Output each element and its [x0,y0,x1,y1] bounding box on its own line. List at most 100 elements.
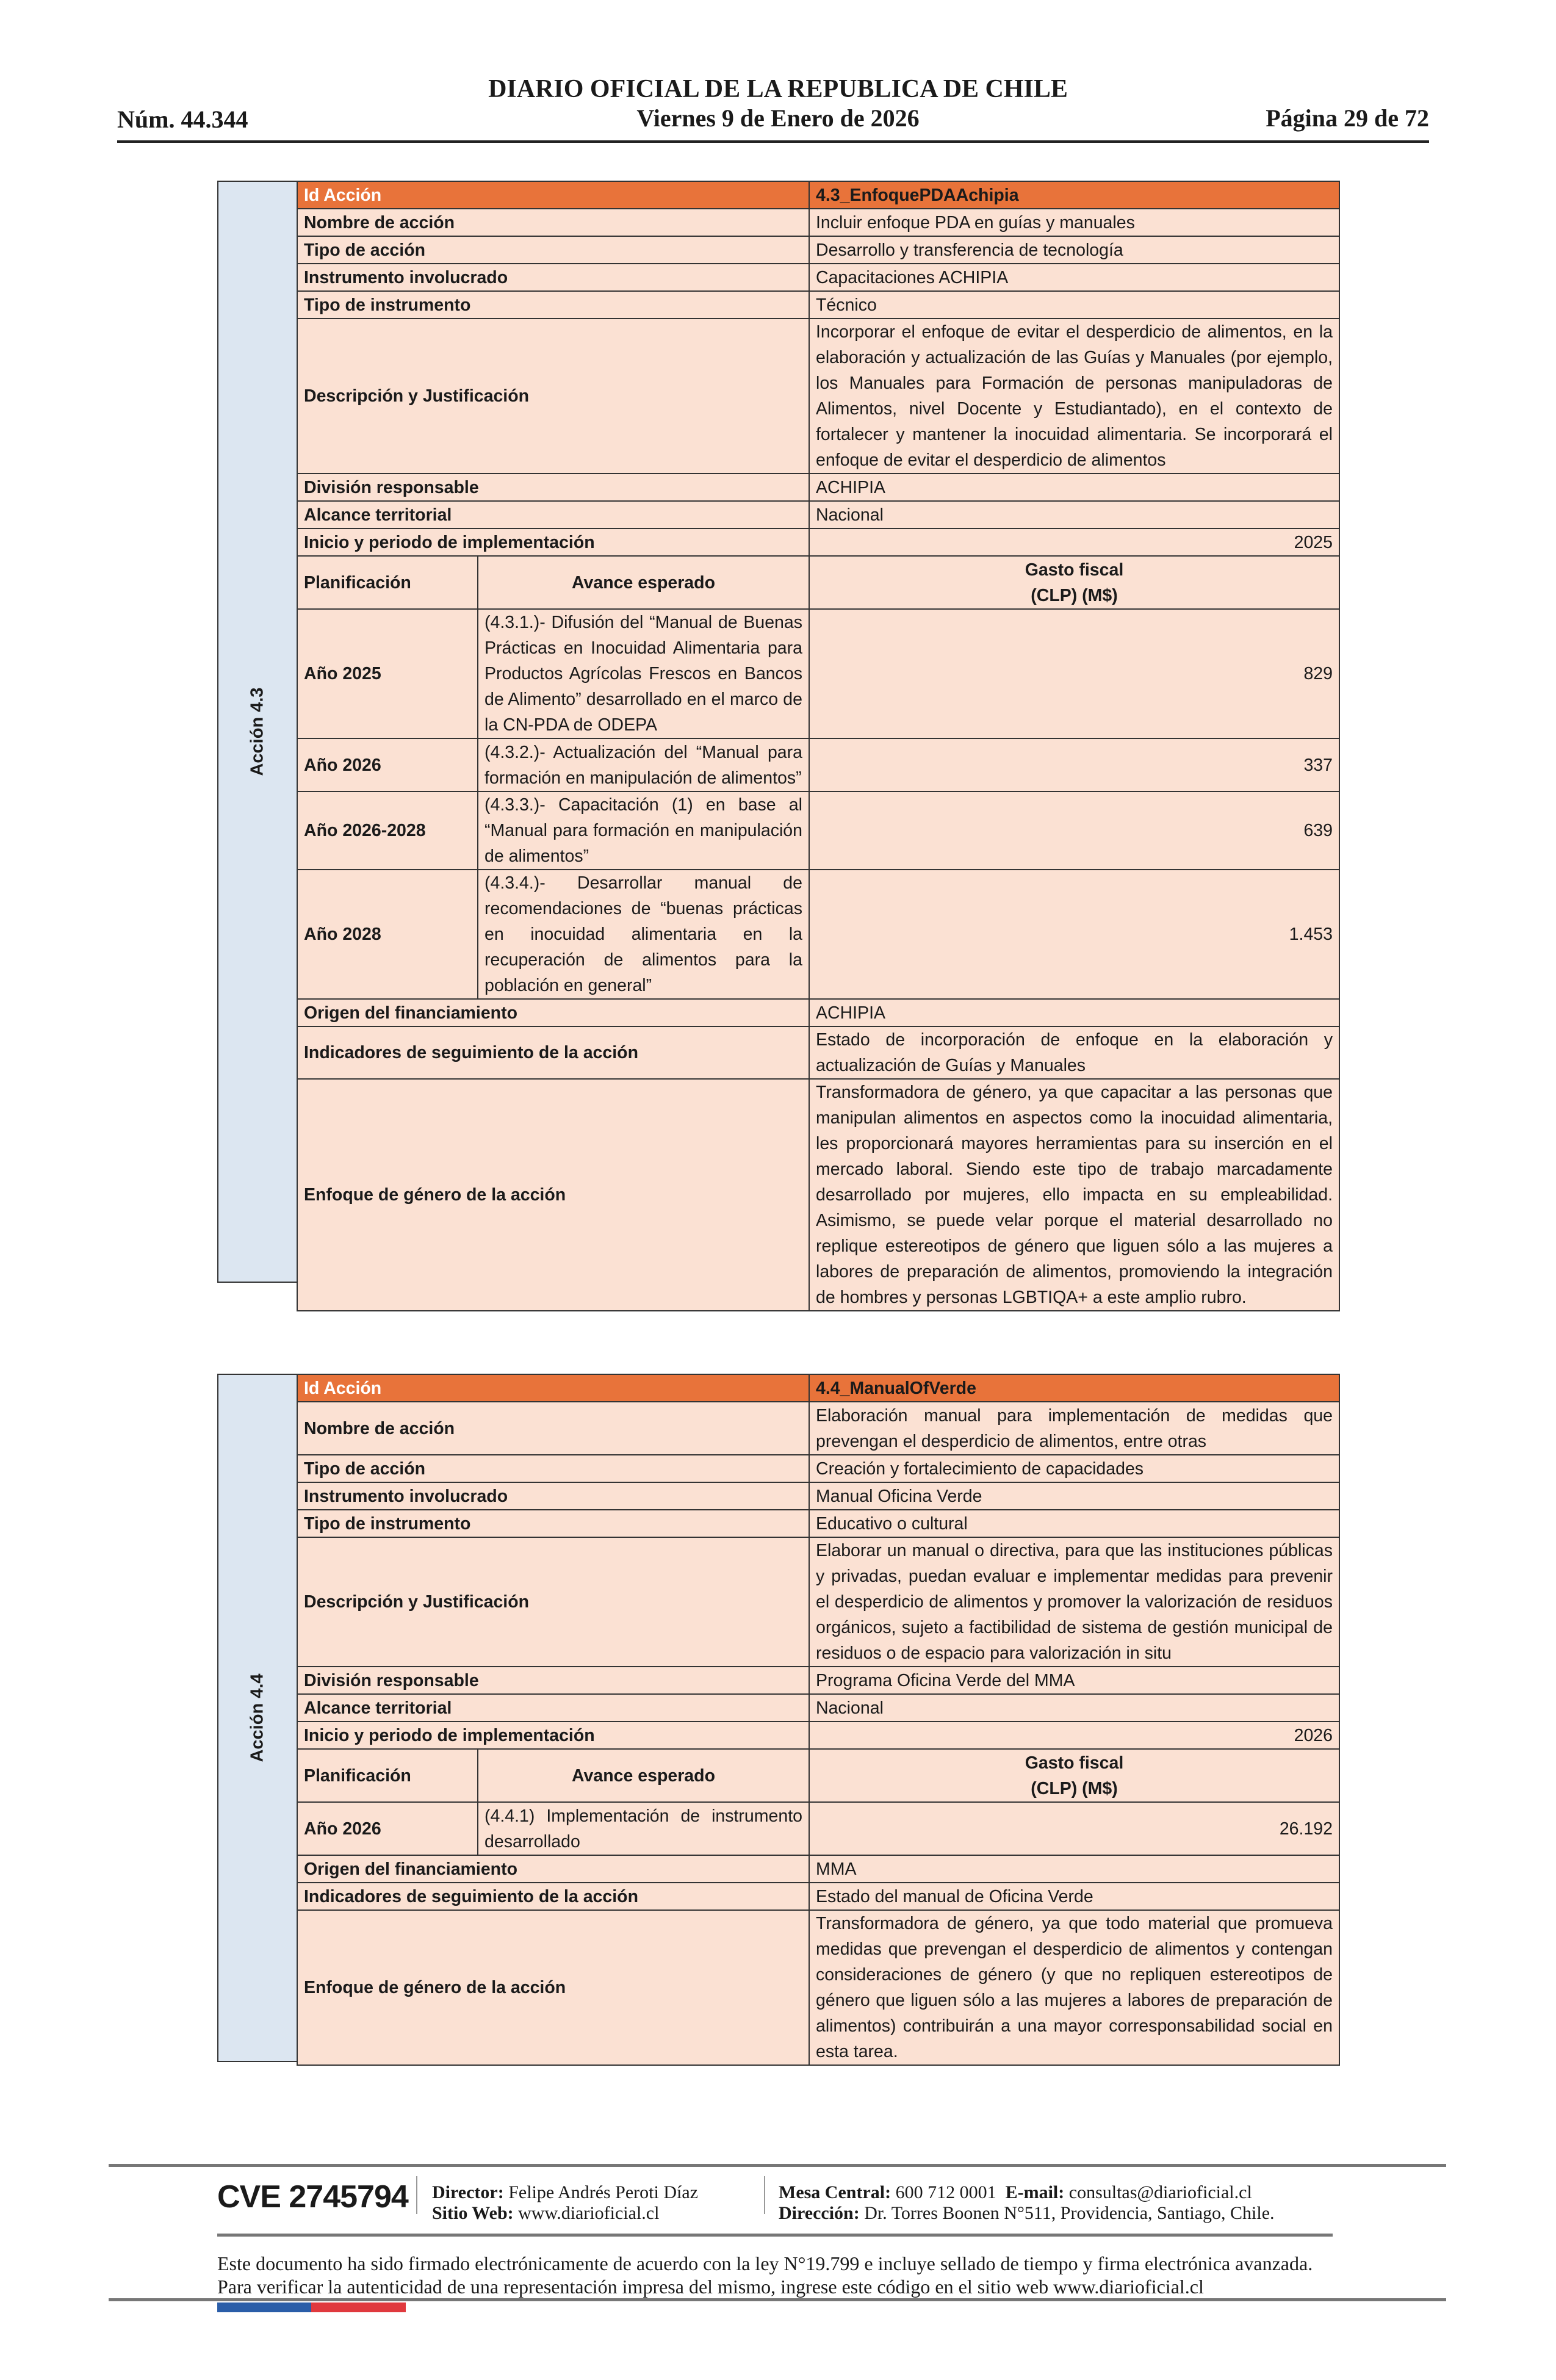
field-value: Capacitaciones ACHIPIA [809,263,1340,292]
field-label: Descripción y Justificación [297,318,810,474]
field-row: Descripción y Justificación Incorporar el… [297,318,1340,474]
field-label: Alcance territorial [297,500,810,529]
planning-progress: (4.3.2.)- Actualización del “Manual para… [477,738,810,792]
issue-date: Viernes 9 de Enero de 2026 [636,104,920,132]
field-row: Nombre de acción Incluir enfoque PDA en g… [297,208,1340,237]
field-row: Tipo de instrumento Educativo o cultural [297,1509,1340,1538]
director-line: Director: Felipe Andrés Peroti Díaz [432,2182,698,2203]
field-value: Educativo o cultural [809,1509,1340,1538]
planning-cost: 829 [809,608,1340,739]
flag-stripe-red [311,2302,406,2312]
address-label: Dirección: [779,2203,860,2223]
cost-header: Gasto fiscal (CLP) (M$) [809,1748,1340,1803]
planning-row: Año 2026 (4.4.1) Implementación de instru… [297,1801,1340,1856]
field-label: Origen del financiamiento [297,1855,810,1883]
planning-row: Año 2026-2028 (4.3.3.)- Capacitación (1) … [297,791,1340,870]
field-value: Desarrollo y transferencia de tecnología [809,236,1340,264]
implementation-row: Inicio y periodo de implementación 2025 [297,528,1340,557]
implementation-label: Inicio y periodo de implementación [297,1721,810,1750]
field-value: Estado del manual de Oficina Verde [809,1882,1340,1911]
planning-progress: (4.3.4.)- Desarrollar manual de recomend… [477,869,810,1000]
id-row: Id Acción 4.4_ManualOfVerde [297,1374,1340,1402]
field-row: Instrumento involucrado Capacitaciones AC… [297,263,1340,292]
website-line: Sitio Web: www.diarioficial.cl [432,2203,659,2224]
cost-header: Gasto fiscal (CLP) (M$) [809,555,1340,610]
email-link[interactable]: consultas@diarioficial.cl [1068,2182,1252,2202]
field-label: Indicadores de seguimiento de la acción [297,1026,810,1080]
field-row: Nombre de acción Elaboración manual para … [297,1401,1340,1455]
field-value: Creación y fortalecimiento de capacidade… [809,1454,1340,1483]
website-label: Sitio Web: [432,2203,514,2223]
planning-header-row: Planificación Avance esperado Gasto fiscal… [297,1748,1340,1803]
planning-row: Año 2028 (4.3.4.)- Desarrollar manual de … [297,869,1340,1000]
field-value: Técnico [809,290,1340,319]
field-value: Elaborar un manual o directiva, para que… [809,1537,1340,1667]
planning-year: Año 2025 [297,608,478,739]
field-row: Descripción y Justificación Elaborar un m… [297,1537,1340,1667]
planning-cost: 1.453 [809,869,1340,1000]
planning-row: Año 2026 (4.3.2.)- Actualización del “Man… [297,738,1340,792]
legal-notice: Este documento ha sido firmado electróni… [217,2252,1313,2298]
field-value: Nacional [809,1693,1340,1722]
website-link[interactable]: www.diarioficial.cl [518,2203,660,2223]
field-label: Nombre de acción [297,208,810,237]
field-label: División responsable [297,1666,810,1695]
field-row: Tipo de acción Desarrollo y transferencia… [297,236,1340,264]
phone-number: 600 712 0001 [895,2182,996,2202]
field-value: Programa Oficina Verde del MMA [809,1666,1340,1695]
field-value: Estado de incorporación de enfoque en la… [809,1026,1340,1080]
planning-header-row: Planificación Avance esperado Gasto fiscal… [297,555,1340,610]
field-label: Descripción y Justificación [297,1537,810,1667]
field-label: Nombre de acción [297,1401,810,1455]
footer-divider [217,2234,1333,2237]
field-row: Alcance territorial Nacional [297,500,1340,529]
field-value: Transformadora de género, ya que todo ma… [809,1909,1340,2066]
field-row: Origen del financiamiento MMA [297,1855,1340,1883]
page-number: Página 29 de 72 [1266,104,1429,132]
newspaper-title: DIARIO OFICIAL DE LA REPUBLICA DE CHILE [488,75,1068,103]
field-label: Instrumento involucrado [297,263,810,292]
planning-progress: (4.3.1.)- Difusión del “Manual de Buenas… [477,608,810,739]
implementation-row: Inicio y periodo de implementación 2026 [297,1721,1340,1750]
field-label: Enfoque de género de la acción [297,1909,810,2066]
planning-header: Planificación [297,1748,478,1803]
id-value: 4.4_ManualOfVerde [809,1374,1340,1402]
planning-year: Año 2028 [297,869,478,1000]
action-side-label: Acción 4.3 [217,181,297,1283]
footer-divider [109,2164,1446,2167]
field-value: MMA [809,1855,1340,1883]
implementation-label: Inicio y periodo de implementación [297,528,810,557]
field-label: Alcance territorial [297,1693,810,1722]
id-row: Id Acción 4.3_EnfoquePDAAchipia [297,181,1340,209]
planning-cost: 26.192 [809,1801,1340,1856]
field-row: División responsable Programa Oficina Ver… [297,1666,1340,1695]
address-text: Dr. Torres Boonen N°511, Providencia, Sa… [864,2203,1275,2223]
planning-cost: 639 [809,791,1340,870]
field-row: Tipo de acción Creación y fortalecimiento… [297,1454,1340,1483]
implementation-value: 2025 [809,528,1340,557]
field-row: Tipo de instrumento Técnico [297,290,1340,319]
contact-line: Mesa Central: 600 712 0001 E-mail: consu… [779,2182,1252,2203]
progress-header: Avance esperado [477,1748,810,1803]
id-label: Id Acción [297,181,810,209]
planning-year: Año 2026-2028 [297,791,478,870]
progress-header: Avance esperado [477,555,810,610]
footer-separator [764,2176,765,2214]
action-table-4-3: Acción 4.3 Id Acción 4.3_EnfoquePDAAchipia… [217,181,1340,1311]
field-label: Indicadores de seguimiento de la acción [297,1882,810,1911]
field-row: Alcance territorial Nacional [297,1693,1340,1722]
field-value: ACHIPIA [809,998,1340,1027]
field-row: Enfoque de género de la acción Transforma… [297,1078,1340,1311]
director-name: Felipe Andrés Peroti Díaz [508,2182,698,2202]
field-row: División responsable ACHIPIA [297,473,1340,502]
phone-label: Mesa Central: [779,2182,891,2202]
field-row: Indicadores de seguimiento de la acción E… [297,1026,1340,1080]
action-table-4-4: Acción 4.4 Id Acción 4.4_ManualOfVerde Nomb… [217,1374,1340,2066]
field-label: Tipo de instrumento [297,290,810,319]
field-value: Elaboración manual para implementación d… [809,1401,1340,1455]
planning-progress: (4.3.3.)- Capacitación (1) en base al “M… [477,791,810,870]
field-value: Transformadora de género, ya que capacit… [809,1078,1340,1311]
field-row: Instrumento involucrado Manual Oficina Ve… [297,1482,1340,1510]
cve-code: CVE 2745794 [217,2179,409,2215]
footer-separator [416,2176,417,2214]
